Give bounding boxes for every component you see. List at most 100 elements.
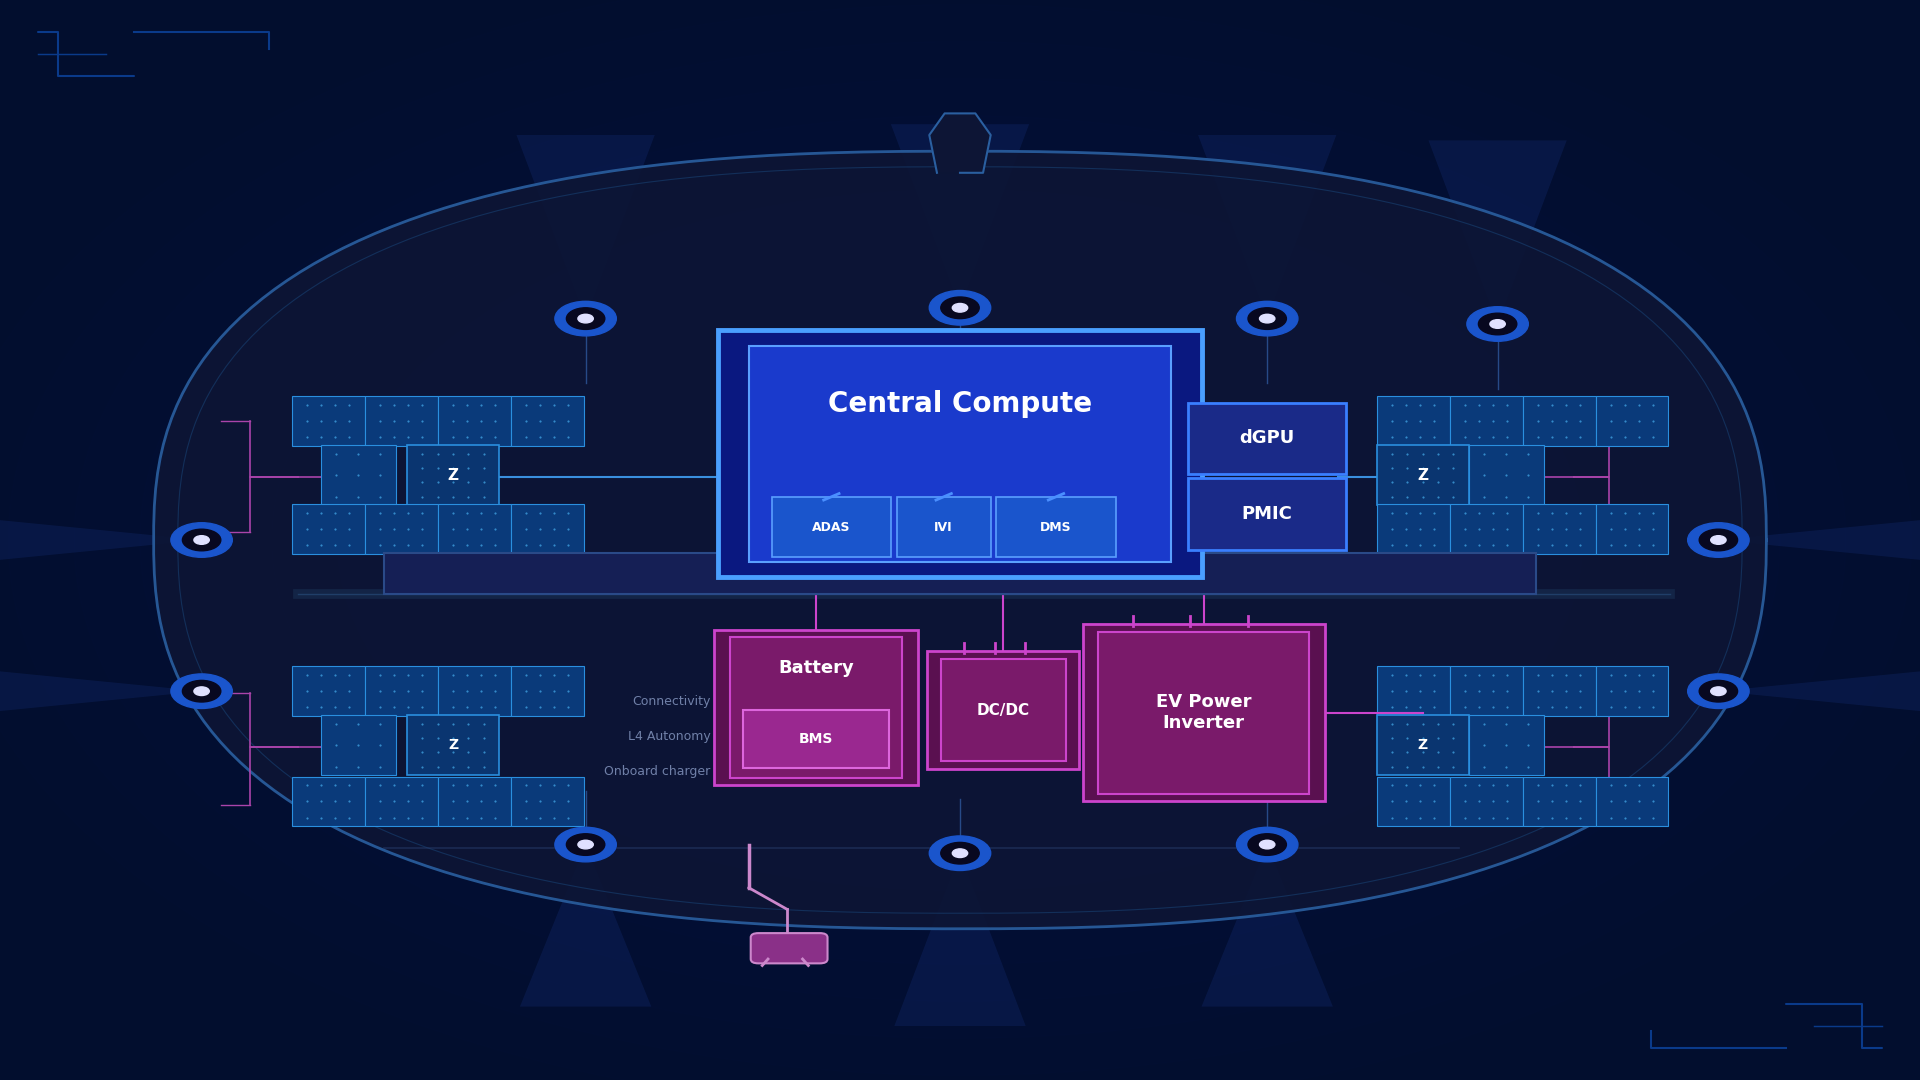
FancyBboxPatch shape [1450,396,1523,446]
FancyBboxPatch shape [438,504,511,554]
Text: DMS: DMS [1041,521,1071,534]
FancyBboxPatch shape [292,777,365,826]
Circle shape [1699,529,1738,551]
FancyBboxPatch shape [438,666,511,716]
Text: Ethernet Switch: Ethernet Switch [899,566,1021,581]
FancyBboxPatch shape [1377,396,1450,446]
FancyBboxPatch shape [292,666,365,716]
FancyBboxPatch shape [714,630,918,785]
Circle shape [555,827,616,862]
FancyBboxPatch shape [1469,445,1544,505]
Circle shape [1711,536,1726,544]
FancyBboxPatch shape [927,651,1079,769]
Circle shape [578,314,593,323]
Circle shape [194,536,209,544]
Polygon shape [520,845,651,1007]
FancyBboxPatch shape [1596,666,1668,716]
FancyBboxPatch shape [996,497,1116,557]
Circle shape [182,529,221,551]
FancyBboxPatch shape [365,396,438,446]
FancyBboxPatch shape [1596,396,1668,446]
Circle shape [929,291,991,325]
Polygon shape [1718,669,1920,714]
FancyBboxPatch shape [1523,777,1596,826]
FancyBboxPatch shape [730,637,902,778]
FancyBboxPatch shape [407,715,499,775]
FancyBboxPatch shape [321,715,396,775]
Circle shape [929,836,991,870]
FancyBboxPatch shape [1377,666,1450,716]
Polygon shape [1198,135,1336,319]
Polygon shape [929,113,991,173]
Circle shape [1248,308,1286,329]
FancyBboxPatch shape [749,346,1171,562]
Text: PMIC: PMIC [1242,505,1292,523]
FancyBboxPatch shape [1377,777,1450,826]
Polygon shape [1718,517,1920,563]
Text: Central Compute: Central Compute [828,390,1092,418]
Polygon shape [0,669,202,714]
FancyBboxPatch shape [511,504,584,554]
Polygon shape [154,151,1766,929]
FancyBboxPatch shape [292,504,365,554]
Text: Z: Z [447,468,459,483]
FancyBboxPatch shape [384,553,1536,594]
Circle shape [952,849,968,858]
FancyBboxPatch shape [1188,403,1346,474]
FancyBboxPatch shape [321,445,396,505]
Text: ADAS: ADAS [812,521,851,534]
FancyBboxPatch shape [751,933,828,963]
FancyBboxPatch shape [1450,504,1523,554]
Text: Z: Z [1417,468,1428,483]
Circle shape [952,303,968,312]
FancyBboxPatch shape [897,497,991,557]
FancyBboxPatch shape [365,777,438,826]
FancyBboxPatch shape [1596,777,1668,826]
Text: Z: Z [1417,739,1428,752]
FancyBboxPatch shape [407,445,499,505]
Circle shape [1260,840,1275,849]
FancyBboxPatch shape [1377,504,1450,554]
Text: IVI: IVI [935,521,952,534]
Circle shape [1260,314,1275,323]
Circle shape [1248,834,1286,855]
Circle shape [194,687,209,696]
Circle shape [1699,680,1738,702]
Circle shape [578,840,593,849]
Polygon shape [0,517,202,563]
Circle shape [555,301,616,336]
Text: DC/DC: DC/DC [977,703,1029,717]
Circle shape [1688,674,1749,708]
FancyBboxPatch shape [1377,445,1469,505]
FancyBboxPatch shape [1377,715,1469,775]
FancyBboxPatch shape [1596,504,1668,554]
FancyBboxPatch shape [743,710,889,768]
FancyBboxPatch shape [292,396,365,446]
Text: Connectivity: Connectivity [632,696,710,708]
Circle shape [566,308,605,329]
FancyBboxPatch shape [1450,777,1523,826]
Polygon shape [516,135,655,319]
Circle shape [171,523,232,557]
FancyBboxPatch shape [1083,624,1325,801]
Polygon shape [1428,140,1567,324]
Circle shape [941,842,979,864]
Circle shape [1236,301,1298,336]
Circle shape [1467,307,1528,341]
Circle shape [566,834,605,855]
Circle shape [1236,827,1298,862]
Text: Onboard charger: Onboard charger [605,765,710,778]
Text: L4 Autonomy: L4 Autonomy [628,730,710,743]
Text: Battery: Battery [778,659,854,677]
Text: Z: Z [447,739,459,752]
FancyBboxPatch shape [1523,396,1596,446]
FancyBboxPatch shape [1188,478,1346,550]
FancyBboxPatch shape [1098,632,1309,794]
FancyBboxPatch shape [365,504,438,554]
Polygon shape [895,853,1025,1026]
FancyBboxPatch shape [511,777,584,826]
Circle shape [182,680,221,702]
Text: dGPU: dGPU [1240,430,1294,447]
Circle shape [1478,313,1517,335]
Polygon shape [891,124,1029,308]
